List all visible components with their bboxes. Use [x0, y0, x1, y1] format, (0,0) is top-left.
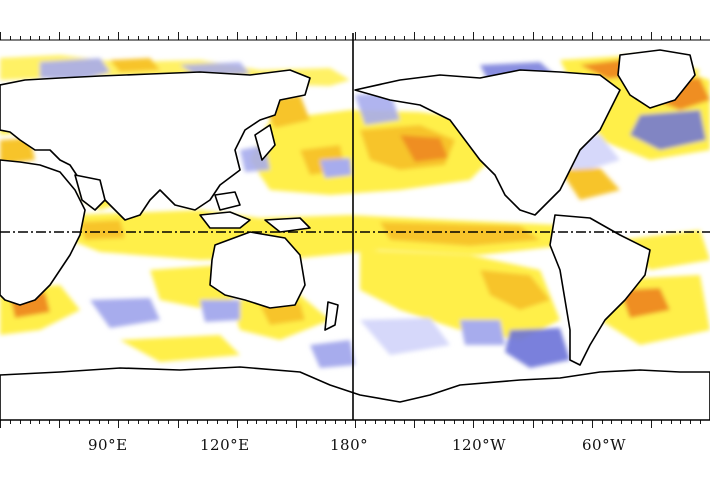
anomaly-cool	[460, 320, 505, 345]
x-tick-label-120W: 120°W	[452, 436, 506, 454]
anomaly-cool	[200, 300, 240, 322]
anomaly-cool	[320, 158, 352, 178]
x-tick-label-90E: 90°E	[88, 436, 128, 454]
anomaly-strong	[80, 220, 125, 240]
x-tick-label-120E: 120°E	[200, 436, 250, 454]
x-tick-label-60W: 60°W	[582, 436, 626, 454]
x-tick-label-180: 180°	[330, 436, 368, 454]
bottom-ticks	[1, 420, 710, 428]
top-ticks	[1, 32, 710, 40]
